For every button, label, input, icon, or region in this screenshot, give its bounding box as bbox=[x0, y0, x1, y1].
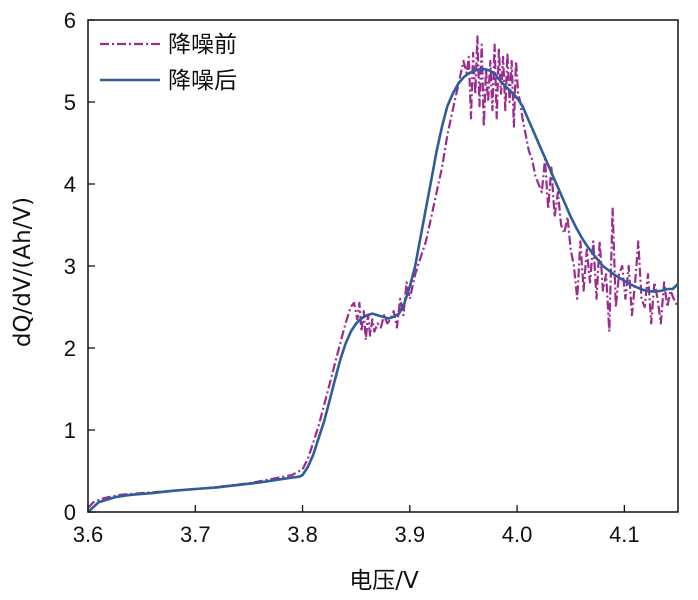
y-tick-label: 1 bbox=[64, 418, 76, 443]
x-axis-label: 电压/V bbox=[349, 568, 419, 594]
x-tick-label: 3.8 bbox=[287, 522, 318, 547]
legend-label-1: 降噪前 bbox=[168, 32, 237, 58]
y-tick-label: 5 bbox=[64, 90, 76, 115]
y-tick-label: 4 bbox=[64, 172, 76, 197]
series-line-2 bbox=[87, 67, 679, 513]
x-tick-label: 4.0 bbox=[502, 522, 533, 547]
y-tick-label: 6 bbox=[64, 8, 76, 33]
x-tick-label: 3.9 bbox=[395, 522, 426, 547]
legend-label-2: 降噪后 bbox=[168, 68, 237, 94]
y-tick-label: 3 bbox=[64, 254, 76, 279]
x-tick-label: 3.7 bbox=[180, 522, 211, 547]
series-line-1 bbox=[87, 35, 679, 509]
y-tick-label: 0 bbox=[64, 500, 76, 525]
y-tick-label: 2 bbox=[64, 336, 76, 361]
y-axis-label: dQ/dV/(Ah/V) bbox=[10, 197, 36, 347]
x-tick-label: 3.6 bbox=[73, 522, 104, 547]
x-tick-label: 4.1 bbox=[609, 522, 640, 547]
